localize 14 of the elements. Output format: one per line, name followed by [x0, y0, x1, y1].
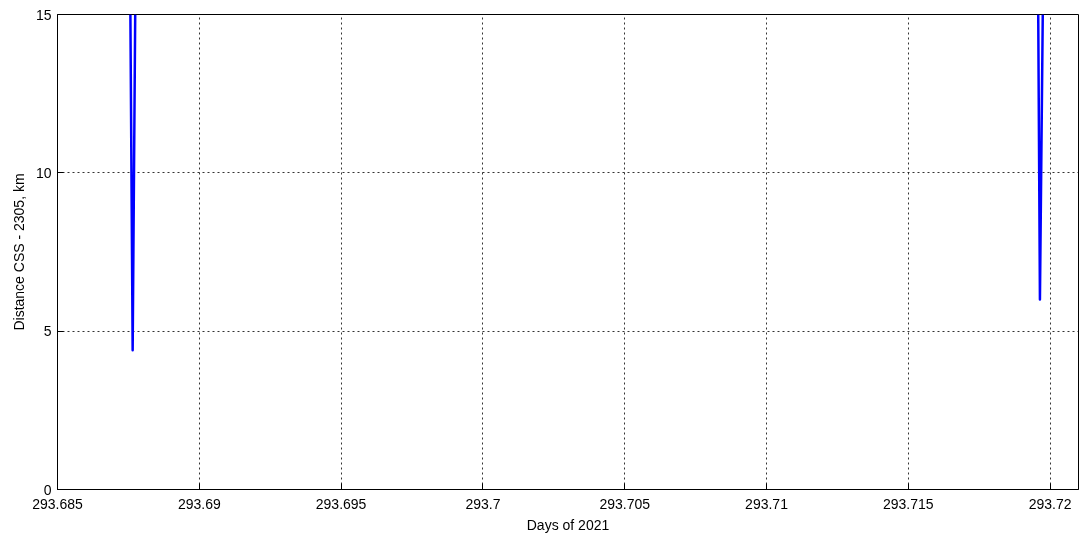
x-tick-label: 293.705: [599, 495, 651, 512]
x-tick-label: 293.72: [1028, 495, 1072, 512]
y-axis-title: Distance CSS - 2305, km: [10, 173, 27, 331]
x-tick-label: 293.715: [883, 495, 934, 512]
y-tick-label: 0: [43, 481, 52, 498]
x-tick-label: 293.695: [315, 495, 367, 512]
x-tick-label: 293.685: [32, 495, 84, 512]
y-tick-label: 5: [43, 323, 52, 340]
y-tick-label: 15: [35, 6, 52, 23]
y-tick-label: 10: [35, 164, 52, 181]
x-tick-label: 293.69: [177, 495, 221, 512]
x-axis-title: Days of 2021: [526, 516, 610, 533]
x-tick-label: 293.71: [745, 495, 789, 512]
x-tick-label: 293.7: [465, 495, 501, 512]
